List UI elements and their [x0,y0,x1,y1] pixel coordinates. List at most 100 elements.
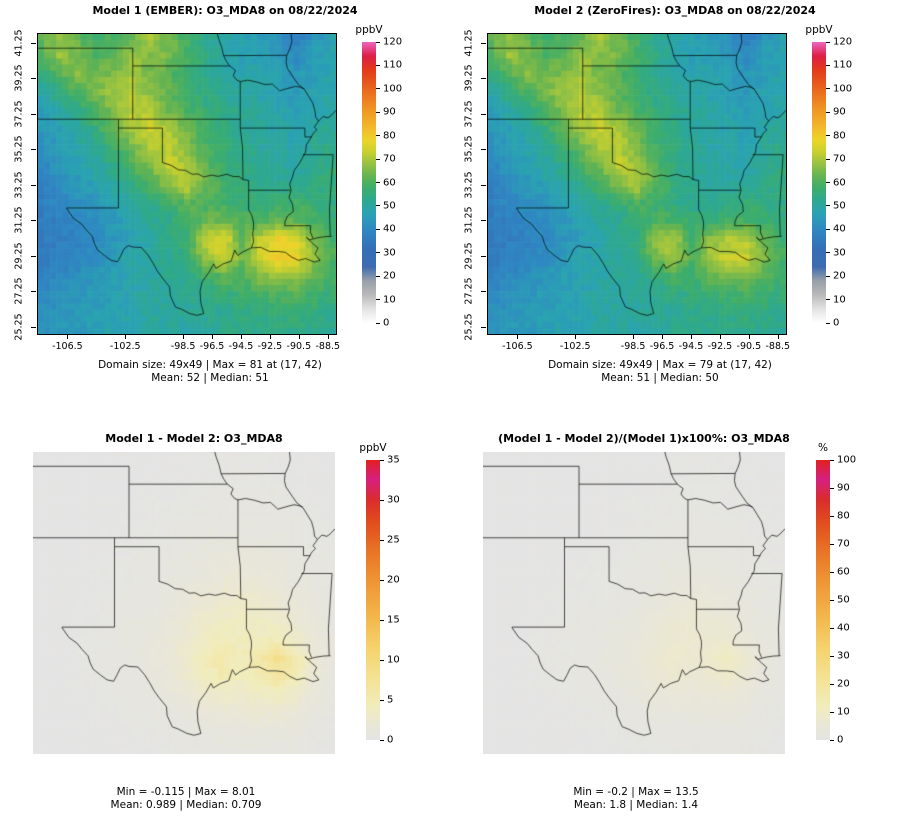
y-axis-tick [31,113,36,115]
colorbar-tick-label: 90 [837,482,850,494]
y-tick-label: 37.25 [463,100,475,128]
x-tick-label: -94.5 [228,341,254,352]
panel-percent-difference: (Model 1 - Model 2)/(Model 1)x100%: O3_M… [450,420,900,840]
x-axis-tick [269,335,271,339]
stats-model1: Domain size: 49x49 | Max = 81 at (17, 42… [10,359,410,385]
colorbar-tick [826,135,830,137]
x-tick-label: -88.5 [765,341,791,352]
colorbar-tick [380,659,384,661]
colorbar-tick [826,64,830,66]
colorbar-tick-label: 5 [387,694,394,706]
colorbar-tick-label: 25 [387,534,400,546]
y-axis-tick [31,291,36,293]
colorbar-tick-label: 100 [383,83,403,95]
colorbar-tick-label: 0 [837,734,844,746]
colorbar-tick [376,64,380,66]
colorbar-tick [376,135,380,137]
colorbar-tick-label: 80 [383,130,396,142]
colorbar-tick-label: 10 [837,706,850,718]
colorbar-tick [830,599,834,601]
colorbar-tick-label: 30 [383,247,396,259]
y-tick-label: 41.25 [13,29,25,57]
colorbar-tick-label: 20 [383,270,396,282]
x-tick-label: -92.5 [707,341,733,352]
colorbar-tick [830,739,834,741]
colorbar-tick [830,515,834,517]
colorbar-tick-label: 70 [837,538,850,550]
panel-model1: Model 1 (EMBER): O3_MDA8 on 08/22/2024 p… [0,0,450,420]
y-tick-label: 35.25 [463,135,475,163]
x-tick-label: -90.5 [286,341,312,352]
colorbar-tick [380,539,384,541]
colorbar-tick-label: 30 [387,494,400,506]
percent-difference-heatmap-canvas [483,452,785,754]
x-tick-label: -88.5 [315,341,341,352]
y-tick-label: 33.25 [13,171,25,199]
model1-heatmap-canvas [37,33,337,335]
colorbar-tick-label: 60 [837,566,850,578]
panel-title-model1: Model 1 (EMBER): O3_MDA8 on 08/22/2024 [92,4,358,17]
x-axis-tick [662,335,664,339]
y-axis-tick [481,255,486,257]
y-axis-tick [481,42,486,44]
colorbar-tick [830,627,834,629]
y-axis-tick [481,291,486,293]
x-tick-label: -98.5 [620,341,646,352]
colorbar-tick [826,158,830,160]
colorbar-tick [380,579,384,581]
y-axis-tick [31,184,36,186]
panel-title-difference: Model 1 - Model 2: O3_MDA8 [105,432,283,445]
colorbar-tick-label: 30 [837,650,850,662]
y-axis-tick [481,113,486,115]
colorbar-tick-label: 120 [383,36,403,48]
x-axis-tick [298,335,300,339]
colorbar-tick [826,275,830,277]
y-tick-label: 25.25 [13,313,25,341]
colorbar-tick [830,487,834,489]
colorbar-tick-label: 20 [833,270,846,282]
colorbar-tick-label: 90 [383,106,396,118]
y-tick-label: 37.25 [13,100,25,128]
y-tick-label: 39.25 [463,64,475,92]
y-axis-tick [481,78,486,80]
colorbar-tick-label: 110 [833,59,853,71]
y-axis-tick [31,42,36,44]
panel-model2: Model 2 (ZeroFires): O3_MDA8 on 08/22/20… [450,0,900,420]
x-axis-tick [719,335,721,339]
difference-heatmap-canvas [33,452,335,754]
colorbar-tick [376,158,380,160]
colorbar-tick [830,571,834,573]
colorbar-tick-label: 80 [837,510,850,522]
colorbar-tick-label: 40 [837,622,850,634]
stats-line2: Mean: 52 | Median: 51 [151,372,269,384]
x-tick-label: -96.5 [199,341,225,352]
x-axis-tick [212,335,214,339]
colorbar-tick-label: 10 [833,294,846,306]
colorbar-tick [376,299,380,301]
panel-title-model2: Model 2 (ZeroFires): O3_MDA8 on 08/22/20… [534,4,816,17]
x-tick-label: -106.5 [52,341,83,352]
stats-line1: Domain size: 49x49 | Max = 81 at (17, 42… [98,359,322,371]
colorbar-tick [376,111,380,113]
y-axis-tick [481,220,486,222]
colorbar-tick [380,619,384,621]
colorbar-tick [380,499,384,501]
colorbar-tick [826,322,830,324]
colorbar-tick [376,182,380,183]
colorbar-tick-label: 100 [833,83,853,95]
colorbar-tick-label: 0 [383,317,390,329]
colorbar-tick-label: 10 [387,654,400,666]
y-tick-label: 25.25 [463,313,475,341]
colorbar-tick-label: 10 [383,294,396,306]
panel-title-percent-difference: (Model 1 - Model 2)/(Model 1)x100%: O3_M… [498,432,790,445]
colorbar-tick [376,88,380,90]
x-axis-tick [125,335,127,339]
colorbar-tick [376,322,380,324]
x-axis-tick [67,335,69,339]
colorbar-tick-label: 70 [383,153,396,165]
y-axis-tick [481,184,486,186]
stats-line1: Domain size: 49x49 | Max = 79 at (17, 42… [548,359,772,371]
colorbar-model2 [812,42,826,323]
colorbar-tick [830,655,834,657]
y-tick-label: 35.25 [13,135,25,163]
